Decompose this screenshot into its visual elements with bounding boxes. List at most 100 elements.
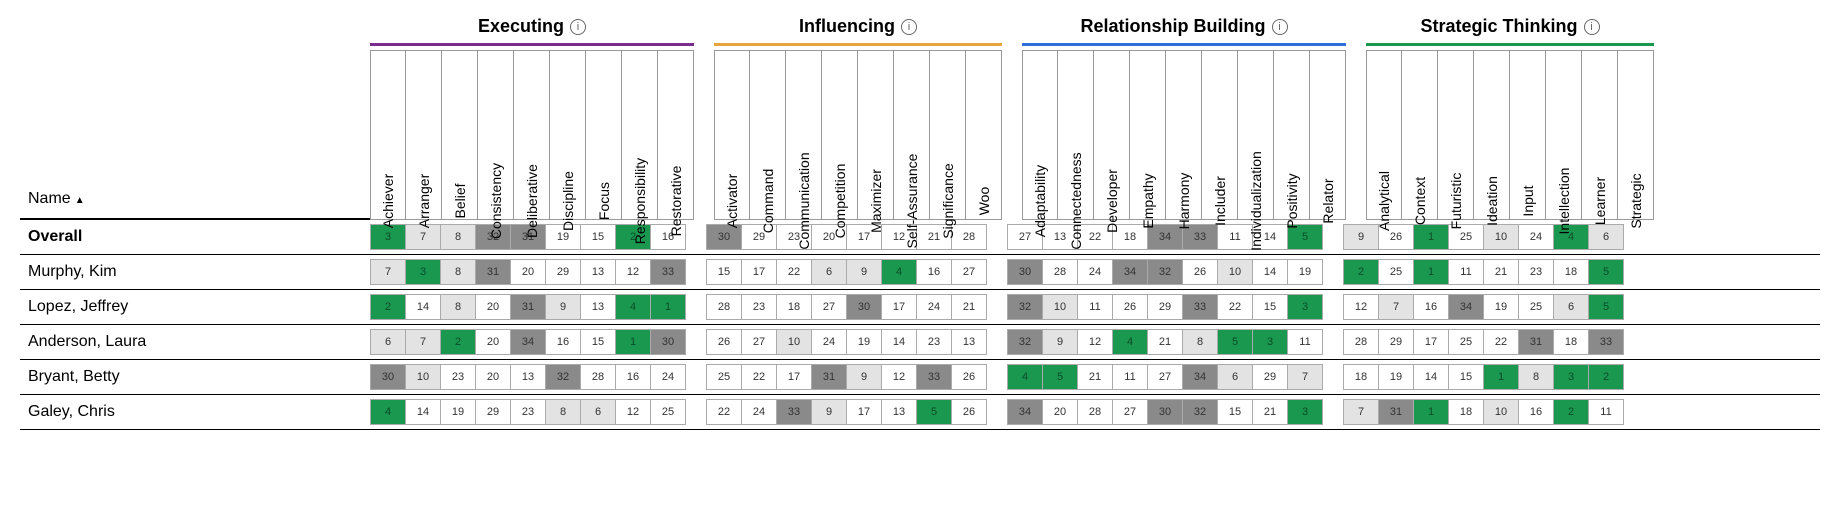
theme-header[interactable]: Futuristic <box>1438 50 1474 220</box>
theme-header[interactable]: Maximizer <box>858 50 894 220</box>
info-icon[interactable]: i <box>1272 19 1288 35</box>
theme-header[interactable]: Woo <box>966 50 1002 220</box>
theme-label: Ideation <box>1484 176 1500 226</box>
name-cell[interactable]: Murphy, Kim <box>20 255 370 289</box>
group-label: Influencing <box>799 16 895 36</box>
theme-header[interactable]: Competition <box>822 50 858 220</box>
value-cell: 31 <box>1378 399 1414 425</box>
theme-label: Learner <box>1592 177 1608 225</box>
theme-header[interactable]: Consistency <box>478 50 514 220</box>
theme-header[interactable]: Individualization <box>1238 50 1274 220</box>
value-cell: 2 <box>370 294 406 320</box>
theme-header[interactable]: Analytical <box>1366 50 1402 220</box>
theme-header[interactable]: Significance <box>930 50 966 220</box>
name-cell[interactable]: Bryant, Betty <box>20 360 370 394</box>
theme-label: Focus <box>596 182 612 220</box>
value-cell: 18 <box>1343 364 1379 390</box>
value-cell: 28 <box>951 224 987 250</box>
value-cell: 3 <box>1287 294 1323 320</box>
value-cell: 19 <box>846 329 882 355</box>
theme-header[interactable]: Self-Assurance <box>894 50 930 220</box>
theme-header[interactable]: Communication <box>786 50 822 220</box>
theme-header[interactable]: Intellection <box>1546 50 1582 220</box>
value-cell: 2 <box>1343 259 1379 285</box>
value-cell: 4 <box>1007 364 1043 390</box>
value-cell: 5 <box>1588 294 1624 320</box>
theme-header[interactable]: Ideation <box>1474 50 1510 220</box>
name-header-label: Name <box>28 190 85 208</box>
name-cell[interactable]: Galey, Chris <box>20 395 370 429</box>
value-cell: 31 <box>811 364 847 390</box>
value-cell: 6 <box>1217 364 1253 390</box>
value-cell: 33 <box>916 364 952 390</box>
group-header: Influencing i <box>714 16 1002 50</box>
value-cell: 29 <box>1147 294 1183 320</box>
theme-header[interactable]: Relator <box>1310 50 1346 220</box>
cells-group: 302824343226101419 <box>1007 255 1323 289</box>
cells-group: 2627102419142313 <box>706 325 987 359</box>
theme-header[interactable]: Restorative <box>658 50 694 220</box>
theme-header[interactable]: Context <box>1402 50 1438 220</box>
theme-header[interactable]: Empathy <box>1130 50 1166 220</box>
theme-header[interactable]: Harmony <box>1166 50 1202 220</box>
group-header: Strategic Thinkingi <box>1366 16 1654 50</box>
name-cell[interactable]: Overall <box>20 220 370 254</box>
theme-header[interactable]: Connectedness <box>1058 50 1094 220</box>
value-cell: 19 <box>1287 259 1323 285</box>
theme-header[interactable]: Positivity <box>1274 50 1310 220</box>
value-cell: 13 <box>951 329 987 355</box>
value-cell: 9 <box>811 399 847 425</box>
value-cell: 17 <box>741 259 777 285</box>
theme-header[interactable]: Focus <box>586 50 622 220</box>
value-cell: 28 <box>1343 329 1379 355</box>
theme-label: Communication <box>796 152 812 249</box>
cells-group: 22243391713526 <box>706 395 987 429</box>
theme-header[interactable]: Achiever <box>370 50 406 220</box>
value-cell: 26 <box>951 399 987 425</box>
value-cell: 33 <box>1182 294 1218 320</box>
info-icon[interactable]: i <box>901 19 917 35</box>
value-cell: 21 <box>1147 329 1183 355</box>
data-row: Galey, Chris4141929238612252224339171352… <box>20 395 1820 430</box>
theme-header[interactable]: Learner <box>1582 50 1618 220</box>
value-cell: 18 <box>1448 399 1484 425</box>
data-row: Overall378323119152163029232017122128271… <box>20 220 1820 255</box>
value-cell: 8 <box>440 224 476 250</box>
value-cell: 15 <box>1252 294 1288 320</box>
value-cell: 27 <box>1147 364 1183 390</box>
value-cell: 2 <box>1553 399 1589 425</box>
theme-header[interactable]: Input <box>1510 50 1546 220</box>
theme-label: Intellection <box>1556 168 1572 235</box>
name-cell[interactable]: Lopez, Jeffrey <box>20 290 370 324</box>
theme-header[interactable]: Belief <box>442 50 478 220</box>
name-cell[interactable]: Anderson, Laura <box>20 325 370 359</box>
value-cell: 15 <box>580 329 616 355</box>
info-icon[interactable]: i <box>570 19 586 35</box>
value-cell: 1 <box>1483 364 1519 390</box>
theme-header[interactable]: Discipline <box>550 50 586 220</box>
theme-header[interactable]: Activator <box>714 50 750 220</box>
value-cell: 6 <box>1588 224 1624 250</box>
theme-header[interactable]: Responsibility <box>622 50 658 220</box>
group-gap <box>686 255 706 289</box>
theme-header[interactable]: Arranger <box>406 50 442 220</box>
theme-header[interactable]: Developer <box>1094 50 1130 220</box>
value-cell: 24 <box>741 399 777 425</box>
name-column-header[interactable]: Name <box>20 50 370 220</box>
value-cell: 25 <box>706 364 742 390</box>
cells-group: 252217319123326 <box>706 360 987 394</box>
theme-header[interactable]: Adaptability <box>1022 50 1058 220</box>
value-cell: 32 <box>1182 399 1218 425</box>
value-cell: 6 <box>1553 294 1589 320</box>
theme-label: Developer <box>1104 169 1120 233</box>
value-cell: 9 <box>545 294 581 320</box>
value-cell: 23 <box>440 364 476 390</box>
theme-header[interactable]: Includer <box>1202 50 1238 220</box>
info-icon[interactable]: i <box>1584 19 1600 35</box>
value-cell: 11 <box>1287 329 1323 355</box>
value-cell: 8 <box>1182 329 1218 355</box>
theme-header[interactable]: Deliberative <box>514 50 550 220</box>
theme-header[interactable]: Command <box>750 50 786 220</box>
value-cell: 8 <box>440 259 476 285</box>
theme-header[interactable]: Strategic <box>1618 50 1654 220</box>
